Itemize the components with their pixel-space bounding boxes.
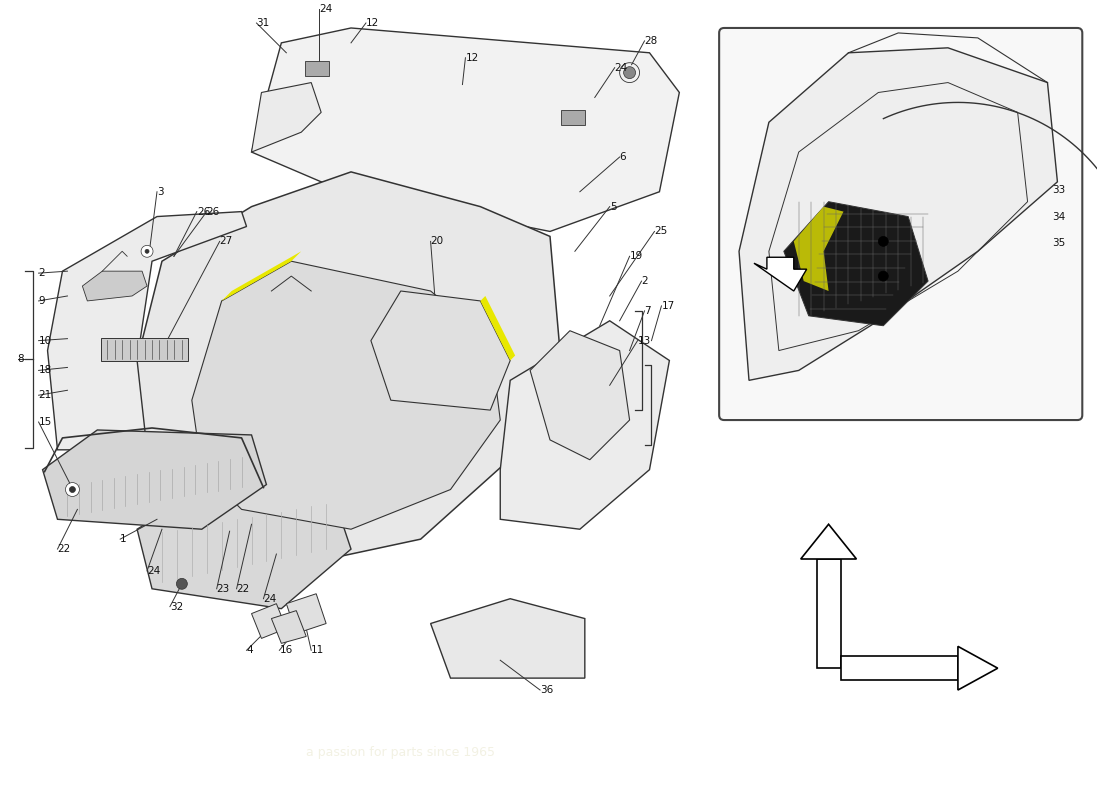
Polygon shape [481, 296, 515, 361]
Polygon shape [794, 206, 844, 291]
Polygon shape [739, 48, 1057, 380]
Text: 24: 24 [615, 62, 628, 73]
Text: 20: 20 [430, 236, 443, 246]
Polygon shape [801, 524, 857, 559]
Text: 21: 21 [39, 390, 52, 400]
Text: 17: 17 [661, 301, 674, 311]
Text: 24: 24 [147, 566, 161, 576]
Polygon shape [840, 656, 958, 680]
Polygon shape [958, 646, 998, 690]
Circle shape [145, 250, 149, 254]
Text: 27: 27 [220, 236, 233, 246]
Text: 19: 19 [629, 251, 642, 262]
Text: 8: 8 [18, 354, 24, 365]
Circle shape [176, 578, 187, 590]
Text: 4: 4 [246, 646, 253, 655]
Text: 24: 24 [319, 4, 332, 14]
Text: 12: 12 [465, 53, 478, 62]
FancyBboxPatch shape [561, 110, 585, 126]
Circle shape [878, 237, 889, 246]
Text: 7: 7 [645, 306, 651, 316]
Circle shape [141, 246, 153, 258]
Text: 31: 31 [256, 18, 270, 28]
Text: 16: 16 [279, 646, 293, 655]
Polygon shape [82, 271, 147, 301]
Text: 3: 3 [157, 186, 164, 197]
Text: 26: 26 [197, 206, 210, 217]
Polygon shape [132, 172, 560, 569]
Polygon shape [191, 262, 500, 530]
Text: 25: 25 [654, 226, 668, 237]
Text: 11: 11 [311, 646, 324, 655]
Polygon shape [272, 610, 306, 643]
Polygon shape [252, 604, 286, 638]
Text: 6: 6 [619, 152, 626, 162]
Polygon shape [816, 559, 840, 668]
FancyBboxPatch shape [719, 28, 1082, 420]
Text: 28: 28 [645, 36, 658, 46]
Text: 26: 26 [207, 206, 220, 217]
Text: 33: 33 [1053, 185, 1066, 194]
Polygon shape [530, 330, 629, 460]
Polygon shape [754, 258, 806, 291]
Circle shape [69, 486, 76, 493]
Text: 1: 1 [120, 534, 127, 544]
Circle shape [878, 271, 889, 281]
Text: 22: 22 [57, 544, 70, 554]
Text: 34: 34 [1053, 211, 1066, 222]
Polygon shape [784, 202, 928, 326]
Polygon shape [43, 430, 266, 530]
Circle shape [624, 66, 636, 78]
Text: 10: 10 [39, 336, 52, 346]
Polygon shape [252, 28, 680, 231]
Text: 5: 5 [609, 202, 616, 212]
Text: 9: 9 [39, 296, 45, 306]
Polygon shape [47, 211, 246, 450]
Text: a passion for parts since 1965: a passion for parts since 1965 [306, 746, 495, 759]
Text: 18: 18 [39, 366, 52, 375]
Polygon shape [252, 82, 321, 152]
Text: 24: 24 [264, 594, 277, 604]
FancyBboxPatch shape [305, 61, 329, 76]
Text: a passion for parts since 1965: a passion for parts since 1965 [285, 438, 516, 452]
Text: 32: 32 [169, 602, 184, 612]
Text: 22: 22 [236, 584, 250, 594]
Polygon shape [138, 490, 351, 609]
FancyBboxPatch shape [101, 338, 188, 362]
Circle shape [66, 482, 79, 497]
Text: 12: 12 [366, 18, 379, 28]
Text: 2: 2 [641, 276, 648, 286]
Text: 13: 13 [638, 336, 651, 346]
Polygon shape [430, 598, 585, 678]
Polygon shape [286, 594, 326, 634]
Text: EUROSPARES: EUROSPARES [195, 354, 607, 407]
Text: 15: 15 [39, 417, 52, 427]
Text: 2: 2 [39, 268, 45, 278]
Text: 23: 23 [217, 584, 230, 594]
Text: 35: 35 [1053, 238, 1066, 248]
Polygon shape [371, 291, 510, 410]
Polygon shape [222, 251, 301, 301]
Text: 36: 36 [540, 685, 553, 695]
Polygon shape [500, 321, 670, 530]
